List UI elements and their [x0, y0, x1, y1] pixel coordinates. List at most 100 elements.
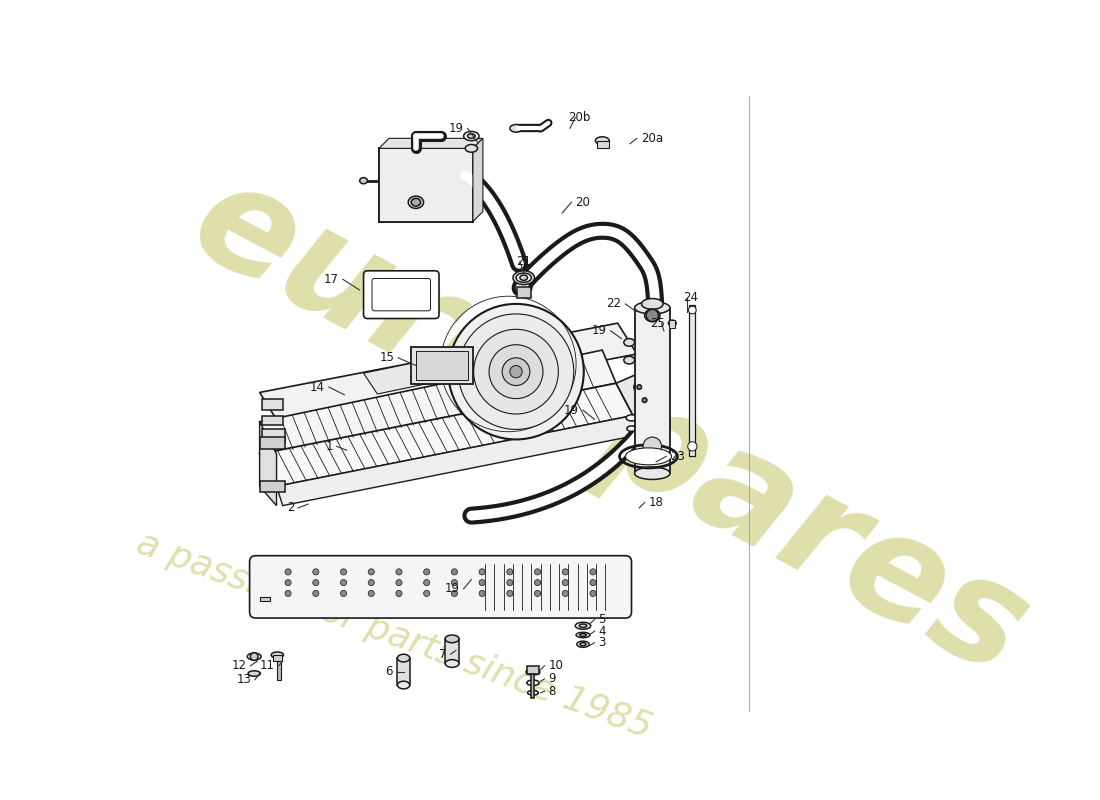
- Bar: [397, 658, 409, 685]
- Ellipse shape: [625, 448, 671, 465]
- Ellipse shape: [526, 669, 540, 675]
- Ellipse shape: [408, 196, 424, 209]
- Circle shape: [535, 579, 541, 586]
- Text: 4: 4: [598, 625, 606, 638]
- Ellipse shape: [576, 632, 590, 638]
- Circle shape: [285, 590, 292, 597]
- Bar: [261, 597, 270, 601]
- Circle shape: [451, 590, 458, 597]
- Ellipse shape: [627, 426, 636, 431]
- Ellipse shape: [411, 198, 420, 206]
- Ellipse shape: [446, 635, 459, 642]
- Ellipse shape: [528, 690, 538, 695]
- Ellipse shape: [520, 275, 528, 281]
- FancyBboxPatch shape: [250, 556, 631, 618]
- Circle shape: [474, 330, 559, 414]
- Polygon shape: [260, 323, 637, 423]
- Bar: [597, 141, 609, 148]
- Bar: [690, 306, 695, 455]
- FancyBboxPatch shape: [363, 270, 439, 318]
- Circle shape: [341, 590, 346, 597]
- Bar: [277, 661, 282, 680]
- Text: 23: 23: [670, 450, 685, 463]
- Ellipse shape: [360, 178, 367, 184]
- Ellipse shape: [624, 356, 635, 364]
- Circle shape: [590, 569, 596, 575]
- Bar: [669, 320, 675, 328]
- Bar: [261, 481, 285, 492]
- Ellipse shape: [595, 137, 609, 145]
- Text: 2: 2: [287, 502, 295, 514]
- Text: 22: 22: [606, 298, 621, 310]
- Circle shape: [459, 314, 574, 430]
- Circle shape: [424, 569, 430, 575]
- Circle shape: [285, 579, 292, 586]
- Polygon shape: [363, 331, 581, 394]
- Ellipse shape: [516, 273, 531, 282]
- Circle shape: [312, 590, 319, 597]
- Circle shape: [562, 579, 569, 586]
- Ellipse shape: [248, 653, 261, 660]
- Text: 20: 20: [575, 196, 591, 209]
- Text: a passion for parts since 1985: a passion for parts since 1985: [132, 526, 657, 744]
- Circle shape: [424, 579, 430, 586]
- Circle shape: [689, 306, 696, 314]
- Ellipse shape: [464, 131, 480, 141]
- Circle shape: [644, 437, 661, 455]
- Circle shape: [285, 569, 292, 575]
- Ellipse shape: [576, 641, 590, 647]
- Polygon shape: [616, 373, 658, 415]
- Ellipse shape: [580, 634, 586, 636]
- Text: 11: 11: [260, 659, 275, 672]
- Bar: [416, 351, 469, 380]
- Text: 10: 10: [548, 659, 563, 672]
- Circle shape: [341, 569, 346, 575]
- Ellipse shape: [509, 125, 522, 132]
- Circle shape: [480, 569, 485, 575]
- Bar: [262, 398, 284, 410]
- Polygon shape: [260, 422, 276, 506]
- Bar: [273, 655, 282, 661]
- Circle shape: [251, 653, 258, 661]
- Text: 20a: 20a: [640, 132, 663, 145]
- Bar: [411, 347, 473, 384]
- Bar: [446, 639, 459, 663]
- Text: 15: 15: [379, 351, 395, 364]
- Ellipse shape: [527, 680, 539, 686]
- Ellipse shape: [575, 622, 591, 630]
- Text: 19: 19: [564, 404, 580, 417]
- Ellipse shape: [397, 682, 410, 689]
- Text: 7: 7: [439, 648, 447, 661]
- Bar: [261, 437, 285, 450]
- Ellipse shape: [397, 654, 410, 662]
- Circle shape: [480, 590, 485, 597]
- Text: 13: 13: [236, 673, 251, 686]
- Circle shape: [535, 569, 541, 575]
- Circle shape: [639, 394, 650, 406]
- Circle shape: [590, 579, 596, 586]
- Circle shape: [634, 382, 645, 393]
- Text: 18: 18: [649, 496, 663, 509]
- Text: 3: 3: [598, 636, 606, 650]
- Polygon shape: [260, 350, 616, 454]
- Polygon shape: [473, 138, 483, 222]
- Circle shape: [449, 304, 584, 439]
- Circle shape: [396, 590, 403, 597]
- Ellipse shape: [580, 642, 586, 646]
- Circle shape: [396, 579, 403, 586]
- Text: 1: 1: [326, 440, 332, 453]
- Circle shape: [368, 590, 374, 597]
- Text: 14: 14: [310, 381, 326, 394]
- Ellipse shape: [669, 320, 676, 326]
- Text: 6: 6: [385, 666, 393, 678]
- Ellipse shape: [624, 338, 635, 346]
- Circle shape: [688, 442, 697, 451]
- Bar: [262, 415, 284, 425]
- Bar: [378, 148, 473, 222]
- Text: 8: 8: [548, 685, 556, 698]
- Ellipse shape: [626, 414, 637, 421]
- Circle shape: [562, 590, 569, 597]
- Circle shape: [480, 579, 485, 586]
- Ellipse shape: [446, 660, 459, 667]
- Circle shape: [509, 366, 522, 378]
